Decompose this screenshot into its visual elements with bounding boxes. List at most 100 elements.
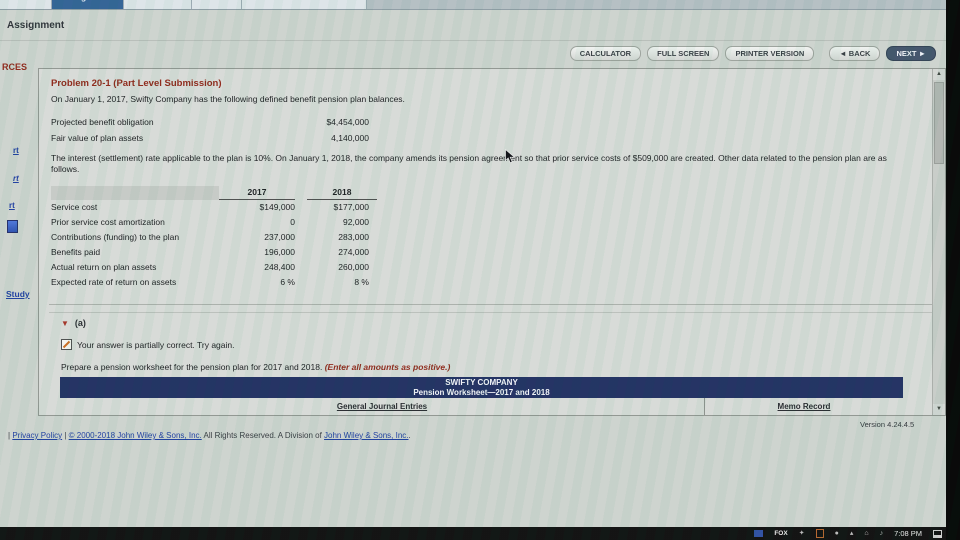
column-header-2018: 2018 <box>307 186 377 200</box>
scroll-down-arrow[interactable]: ▼ <box>933 404 945 415</box>
mouse-cursor <box>505 148 516 169</box>
clock[interactable]: 7:08 PM <box>894 529 922 538</box>
footer-separator: | <box>64 431 67 440</box>
instruction-emphasis: (Enter all amounts as positive.) <box>324 362 451 372</box>
row-label: Actual return on plan assets <box>51 262 157 272</box>
scrollbar-thumb[interactable] <box>934 82 944 164</box>
tab-orion-label: ORION <box>203 0 231 2</box>
full-screen-button[interactable]: FULL SCREEN <box>647 46 720 61</box>
version-text: Version 4.24.4.5 <box>860 420 915 429</box>
taskbar-items: FOX ✦ ● ▴ ⌂ ♪ 7:08 PM <box>754 527 942 540</box>
person-icon[interactable]: ● <box>834 530 839 537</box>
footer-period: . <box>408 431 411 440</box>
printer-version-button[interactable]: PRINTER VERSION <box>725 46 815 61</box>
header-divider <box>0 40 946 41</box>
table-row: Expected rate of return on assets 6 % 8 … <box>51 275 377 290</box>
cell-2018: 274,000 <box>338 247 369 257</box>
column-header-2017: 2017 <box>219 186 295 200</box>
section-a-header[interactable]: ▼ (a) <box>61 318 86 328</box>
cell-2018: 8 % <box>354 277 369 287</box>
row-label: Expected rate of return on assets <box>51 277 177 287</box>
back-arrow-icon: ◄ <box>839 49 847 58</box>
table-row: Actual return on plan assets 248,400 260… <box>51 260 377 275</box>
cell-2017: 237,000 <box>264 232 295 242</box>
sidebar-link-study[interactable]: Study <box>6 289 30 299</box>
balances-list: Projected benefit obligation $4,454,000 … <box>51 114 369 146</box>
tab-orion[interactable]: ORION <box>191 0 243 9</box>
row-label: Service cost <box>51 202 98 212</box>
balance-label: Projected benefit obligation <box>51 117 154 127</box>
worksheet-company: SWIFTY COMPANY <box>445 378 518 387</box>
worksheet-banner: SWIFTY COMPANY Pension Worksheet—2017 an… <box>60 377 903 398</box>
tab-downloadable-etextbook[interactable]: Downloadable eTextbook <box>242 0 368 9</box>
tab-gradebook[interactable]: Gradebook <box>123 0 192 9</box>
sidebar-link-2[interactable]: rt <box>13 174 19 183</box>
sidebar-link-1[interactable]: rt <box>13 146 19 155</box>
volume-icon[interactable]: ♪ <box>879 530 884 537</box>
network-icon[interactable]: ⌂ <box>864 530 869 537</box>
row-label: Prior service cost amortization <box>51 217 165 227</box>
scroll-up-arrow[interactable]: ▲ <box>933 69 945 80</box>
next-label: NEXT <box>896 49 917 58</box>
row-label: Benefits paid <box>51 247 101 257</box>
privacy-policy-link[interactable]: Privacy Policy <box>12 431 63 440</box>
partially-correct-icon <box>61 339 72 350</box>
collapse-triangle-icon[interactable]: ▼ <box>61 318 69 328</box>
cell-2017: 248,400 <box>264 262 295 272</box>
cell-2018: $177,000 <box>333 202 369 212</box>
back-button[interactable]: ◄ BACK <box>829 46 881 61</box>
cell-2018: 283,000 <box>338 232 369 242</box>
division-link[interactable]: John Wiley & Sons, Inc. <box>324 431 409 440</box>
tab-practice-label: Practice <box>0 0 10 2</box>
fox-app-label[interactable]: FOX <box>774 530 788 537</box>
pension-data-table: 2017 2018 Service cost $149,000 $177,000… <box>51 186 377 290</box>
section-a-label: (a) <box>74 318 86 328</box>
star-icon[interactable]: ✦ <box>798 530 805 537</box>
panel-scrollbar[interactable]: ▲ ▼ <box>932 69 945 415</box>
taskbar-tray-icon[interactable]: ▴ <box>849 530 854 537</box>
taskbar: FOX ✦ ● ▴ ⌂ ♪ 7:08 PM <box>0 527 960 540</box>
table-row: Prior service cost amortization 0 92,000 <box>51 215 377 230</box>
cell-2017: 0 <box>290 217 295 227</box>
feedback-row: Your answer is partially correct. Try ag… <box>61 339 234 350</box>
taskbar-app-icon[interactable] <box>754 530 764 537</box>
cell-2017: $149,000 <box>259 202 295 212</box>
tab-practice[interactable]: Practice <box>0 0 52 9</box>
browser-app-icon[interactable] <box>815 529 824 538</box>
memo-record-label: Memo Record <box>777 402 831 411</box>
balance-value: $4,454,000 <box>326 117 369 127</box>
calculator-button[interactable]: CALCULATOR <box>569 46 642 61</box>
page-title: Assignment <box>7 20 65 31</box>
notification-center-icon[interactable] <box>933 529 942 538</box>
tab-list: Practice Assignment Gradebook ORION Down… <box>0 0 368 9</box>
tab-assignment-label: Assignment <box>63 0 112 2</box>
table-row: Service cost $149,000 $177,000 <box>51 200 377 215</box>
cell-2018: 92,000 <box>343 217 369 227</box>
sidebar-highlighted-icon[interactable] <box>7 220 18 233</box>
tab-etextbook-label: Downloadable eTextbook <box>253 0 355 2</box>
general-journal-label: General Journal Entries <box>336 402 428 411</box>
table-row: Contributions (funding) to the plan 237,… <box>51 230 377 245</box>
feedback-text: Your answer is partially correct. Try ag… <box>77 339 235 350</box>
general-journal-header-cell: General Journal Entries <box>60 398 705 415</box>
table-header-spacer <box>51 186 219 200</box>
balance-value: 4,140,000 <box>331 133 369 143</box>
tab-assignment[interactable]: Assignment <box>52 0 124 9</box>
footer-separator: | <box>8 431 11 440</box>
next-button[interactable]: NEXT ► <box>886 46 936 61</box>
section-divider <box>49 304 933 305</box>
footer: | Privacy Policy | © 2000-2018 John Wile… <box>8 431 411 440</box>
monitor-bezel <box>946 0 960 540</box>
copyright-link[interactable]: © 2000-2018 John Wiley & Sons, Inc. <box>68 431 202 440</box>
cell-2017: 196,000 <box>264 247 295 257</box>
tab-gradebook-label: Gradebook <box>135 0 180 2</box>
instruction-main: Prepare a pension worksheet for the pens… <box>61 362 325 372</box>
back-label: BACK <box>848 49 871 58</box>
problem-paragraph: The interest (settlement) rate applicabl… <box>51 153 887 174</box>
next-arrow-icon: ► <box>918 49 926 58</box>
table-header-row: 2017 2018 <box>51 186 377 200</box>
sidebar-link-3[interactable]: rt <box>9 201 15 210</box>
balance-row: Fair value of plan assets 4,140,000 <box>51 130 369 146</box>
balance-row: Projected benefit obligation $4,454,000 <box>51 114 369 130</box>
